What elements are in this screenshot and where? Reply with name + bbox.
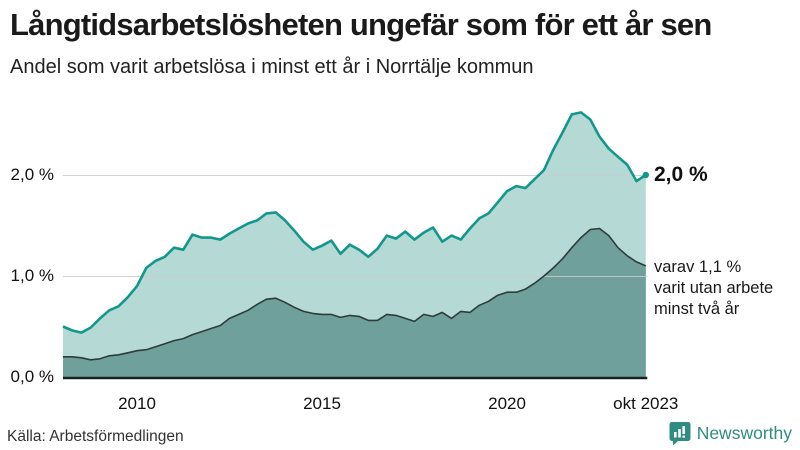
- series-area-1: [63, 228, 646, 377]
- y-tick-label: 1,0 %: [10, 266, 54, 285]
- breakdown-line-3: minst två år: [654, 300, 740, 318]
- newsworthy-icon: [669, 421, 691, 445]
- series-line-0: [62, 111, 647, 334]
- x-tick-label: 2015: [303, 394, 341, 413]
- page-title: Långtidsarbetslösheten ungefär som för e…: [10, 7, 712, 42]
- x-tick-label: okt 2023: [613, 394, 679, 413]
- source-attribution: Källa: Arbetsförmedlingen: [7, 428, 184, 445]
- breakdown-annotation: varav 1,1 % varit utan arbete minst två …: [654, 257, 773, 320]
- x-tick-label: 2020: [488, 394, 526, 413]
- brand-name: Newsworthy: [696, 422, 792, 443]
- chart-subtitle: Andel som varit arbetslösa i minst ett å…: [10, 56, 534, 78]
- y-tick-label: 2,0 %: [10, 165, 54, 184]
- x-tick-label: 2010: [118, 394, 156, 413]
- brand-logo-lockup: Newsworthy: [669, 421, 792, 445]
- series-line-1: [63, 227, 647, 361]
- breakdown-line-1: varav 1,1 %: [654, 258, 742, 276]
- total-value-label: 2,0 %: [654, 163, 708, 186]
- y-tick-label: 0,0 %: [10, 367, 54, 386]
- breakdown-line-2: varit utan arbete: [654, 279, 774, 297]
- line-end-dot: [642, 171, 649, 179]
